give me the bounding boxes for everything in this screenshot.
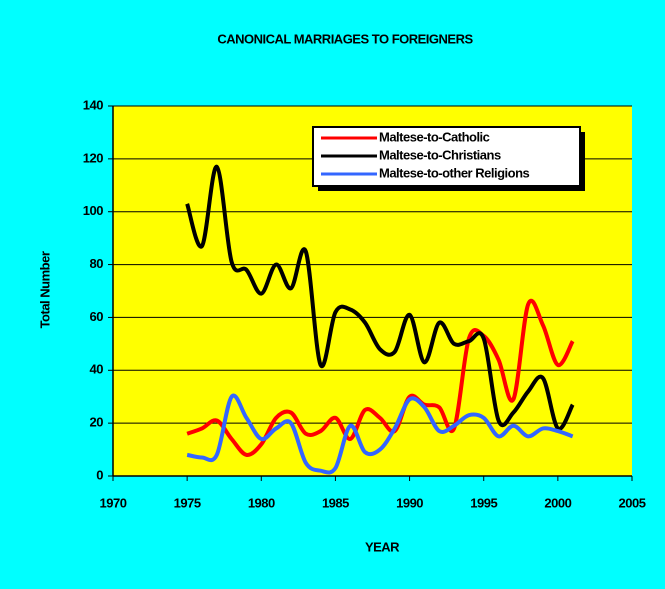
y-tick-label: 40 [90, 362, 104, 377]
y-tick-label: 100 [83, 203, 103, 218]
y-tick-label: 20 [90, 415, 104, 430]
y-tick-label: 60 [90, 309, 104, 324]
chart-title: CANONICAL MARRIAGES TO FOREIGNERS [217, 31, 473, 46]
y-tick-label: 0 [96, 467, 103, 482]
legend-label: Maltese-to-Catholic [379, 129, 490, 144]
legend-label: Maltese-to-other Religions [379, 165, 530, 180]
x-tick-label: 1985 [322, 495, 349, 510]
x-tick-label: 2000 [544, 495, 571, 510]
y-tick-label: 80 [90, 256, 104, 271]
y-tick-label: 120 [83, 150, 103, 165]
y-tick-label: 140 [83, 97, 103, 112]
x-tick-label: 1995 [470, 495, 497, 510]
x-tick-label: 1970 [100, 495, 127, 510]
y-axis-label: Total Number [37, 251, 52, 328]
x-tick-label: 2005 [619, 495, 646, 510]
x-tick-label: 1990 [396, 495, 423, 510]
x-tick-label: 1980 [248, 495, 275, 510]
series-line [186, 393, 574, 475]
series-line [186, 298, 575, 457]
legend-label: Maltese-to-Christians [379, 147, 501, 162]
series-line [185, 164, 575, 431]
x-tick-label: 1975 [174, 495, 201, 510]
x-axis-label: YEAR [365, 539, 400, 554]
